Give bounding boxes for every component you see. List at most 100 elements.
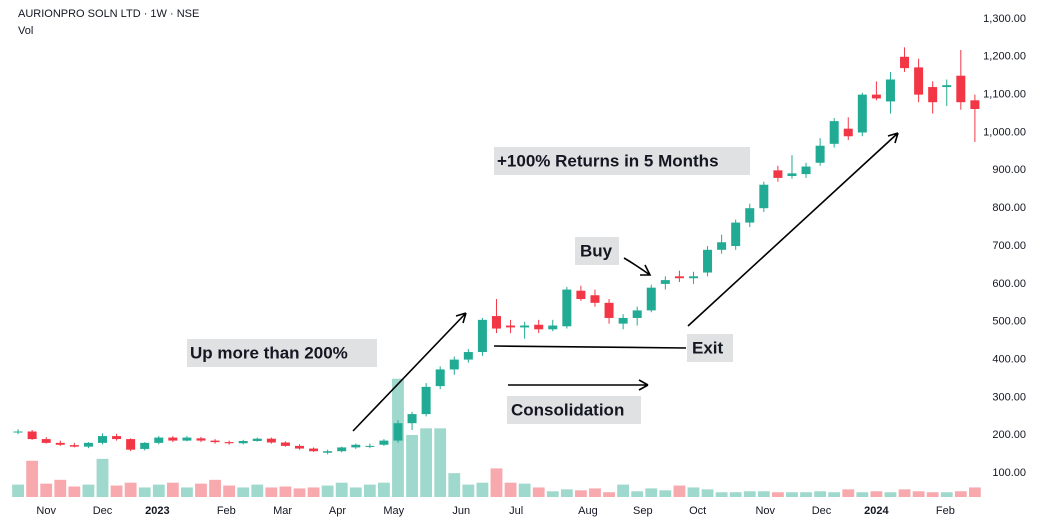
candle-body xyxy=(717,242,727,250)
volume-bar xyxy=(701,489,714,497)
candle-body xyxy=(688,276,698,279)
volume-bar xyxy=(265,487,278,497)
candle-body xyxy=(196,438,206,441)
candle-body xyxy=(379,440,389,445)
volume-bar xyxy=(884,492,897,497)
volume-bar xyxy=(110,485,123,497)
candle-body xyxy=(506,325,516,328)
volume-bar xyxy=(54,479,67,497)
volume-bar xyxy=(363,484,376,497)
candle-body xyxy=(829,121,839,144)
y-tick-label: 200.00 xyxy=(992,429,1026,441)
x-tick-label: Mar xyxy=(273,505,292,517)
candle-body xyxy=(914,67,924,95)
volume-bar xyxy=(124,482,137,497)
candle-body xyxy=(815,145,825,163)
volume-bar xyxy=(237,487,250,497)
volume-bar xyxy=(181,487,193,497)
volume-bar xyxy=(26,460,39,497)
candle-body xyxy=(168,437,178,441)
volume-bar xyxy=(659,490,672,497)
volume-bar xyxy=(406,435,418,497)
volume-bar xyxy=(152,484,165,497)
candle-body xyxy=(660,280,670,284)
candle-body xyxy=(266,438,276,443)
volume-bar xyxy=(335,482,348,497)
candle-body xyxy=(126,439,136,450)
candle-body xyxy=(604,302,614,318)
x-tick-label: Dec xyxy=(812,505,832,517)
candle-body xyxy=(252,438,262,441)
candle-body xyxy=(928,87,938,103)
candle-body xyxy=(703,249,713,273)
candle-body xyxy=(182,437,192,441)
candle-body xyxy=(309,448,319,452)
volume-bar xyxy=(40,483,53,497)
volume-bar xyxy=(757,491,770,497)
volume-bar xyxy=(349,487,362,497)
volume-bar xyxy=(490,468,503,497)
candle-body xyxy=(294,445,304,449)
candle-body xyxy=(323,451,333,453)
candle-body xyxy=(393,423,403,441)
volume-bar xyxy=(786,492,798,497)
y-tick-label: 1,100.00 xyxy=(983,89,1026,101)
y-tick-label: 600.00 xyxy=(992,278,1026,290)
volume-bar xyxy=(96,458,109,497)
candle-body xyxy=(576,290,586,300)
volume-bar xyxy=(870,491,883,497)
volume-bar xyxy=(476,482,489,497)
candle-body xyxy=(365,445,375,447)
volume-bar xyxy=(912,491,925,497)
annotation-background xyxy=(507,396,641,424)
x-tick-label: Feb xyxy=(217,505,236,517)
y-tick-label: 400.00 xyxy=(992,354,1026,366)
candle-body xyxy=(787,173,797,177)
y-tick-label: 1,300.00 xyxy=(983,13,1026,25)
volume-label: Vol xyxy=(18,25,33,37)
candle-body xyxy=(435,369,445,387)
volume-bar xyxy=(195,483,207,497)
candle-body xyxy=(942,85,952,88)
y-tick-label: 700.00 xyxy=(992,240,1026,252)
annotation-background xyxy=(494,147,750,175)
annotation-background xyxy=(575,237,619,265)
plot xyxy=(12,18,1002,500)
candle-body xyxy=(534,324,544,330)
candle-body xyxy=(491,316,501,329)
volume-bar xyxy=(940,492,953,497)
x-tick-label: Oct xyxy=(689,505,706,517)
annotation-background xyxy=(187,339,377,367)
candle-body xyxy=(871,94,881,99)
candle-body xyxy=(238,440,248,444)
x-tick-label: Jun xyxy=(452,505,470,517)
x-tick-label: Feb xyxy=(936,505,955,517)
volume-bar xyxy=(546,491,559,497)
candle-body xyxy=(337,447,347,452)
volume-bar xyxy=(68,486,81,497)
volume-bar xyxy=(842,489,855,497)
volume-bar xyxy=(645,488,658,497)
x-tick-label: Nov xyxy=(36,505,56,517)
volume-bar xyxy=(673,485,686,497)
volume-bar xyxy=(814,491,827,497)
volume-bar xyxy=(926,492,939,497)
y-tick-label: 800.00 xyxy=(992,202,1026,214)
volume-bar xyxy=(617,484,630,497)
volume-bar xyxy=(12,484,24,497)
volume-bar xyxy=(166,482,179,497)
x-tick-label: Apr xyxy=(329,505,346,517)
volume-bar xyxy=(279,486,292,497)
volume-bar xyxy=(743,491,756,497)
volume-bar xyxy=(378,482,390,497)
candle-body xyxy=(674,276,684,279)
volume-bar xyxy=(504,482,517,497)
y-tick-label: 900.00 xyxy=(992,164,1026,176)
annotation-arrows xyxy=(352,132,899,432)
volume-bar xyxy=(954,491,967,497)
x-tick-label: May xyxy=(383,505,404,517)
candle-body xyxy=(745,208,755,223)
candle-body xyxy=(69,445,79,447)
